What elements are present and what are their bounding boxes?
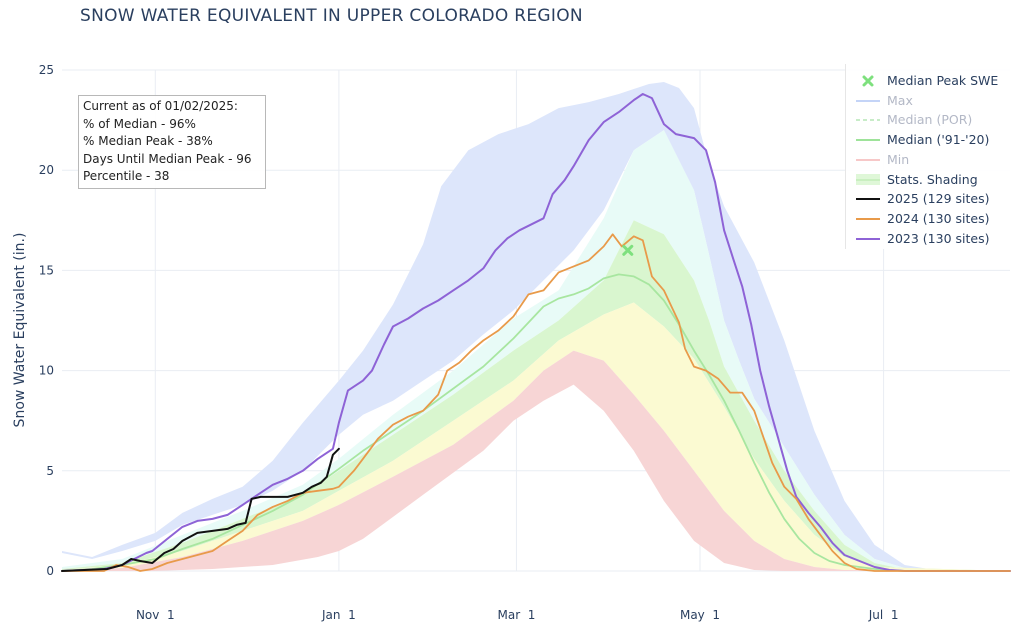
y-tick-label: 10 xyxy=(39,364,54,378)
legend-item-median-peak-swe[interactable]: Median Peak SWE xyxy=(854,71,998,90)
info-line: Percentile - 38 xyxy=(83,169,170,183)
info-line: % Median Peak - 38% xyxy=(83,134,213,148)
y-tick-label: 5 xyxy=(46,464,54,478)
legend-item-2023-130-sites[interactable]: 2023 (130 sites) xyxy=(854,229,989,248)
y-tick-label: 25 xyxy=(39,63,54,77)
info-line: Days Until Median Peak - 96 xyxy=(83,151,252,166)
band-lower-quartile xyxy=(62,302,1010,571)
legend-swatch xyxy=(856,99,880,102)
x-tick-label: May 1 xyxy=(680,608,720,622)
legend-swatch xyxy=(856,139,880,142)
legend-label: 2025 (129 sites) xyxy=(887,191,990,207)
y-axis-ticks: 0 5 10 15 20 25 xyxy=(39,63,54,578)
y-tick-label: 20 xyxy=(39,163,54,177)
median-peak-marker-layer xyxy=(622,244,634,256)
legend-label: 2023 (130 sites) xyxy=(887,230,990,246)
legend-swatch xyxy=(856,237,880,240)
legend-label: Median (POR) xyxy=(887,112,973,128)
x-axis-ticks: Nov 1 Jan 1 Mar 1 May 1 Jul 1 xyxy=(136,608,899,622)
legend-swatch xyxy=(862,75,874,87)
legend-label: Median Peak SWE xyxy=(887,73,999,88)
legend: Median Peak SWE Max Median (POR) Median ('9… xyxy=(845,64,1016,249)
legend-swatch xyxy=(856,217,880,220)
series-2023-130-sites xyxy=(61,93,1011,572)
x-tick-label: Mar 1 xyxy=(497,608,535,622)
x-tick-label: Jan 1 xyxy=(321,608,356,622)
legend-item-2025-129-sites[interactable]: 2025 (129 sites) xyxy=(854,189,989,208)
median-peak-marker xyxy=(622,244,634,256)
legend-swatch xyxy=(856,173,880,185)
legend-swatch xyxy=(856,119,880,122)
y-tick-label: 0 xyxy=(46,564,54,578)
legend-label: Stats. Shading xyxy=(887,171,978,187)
band-max xyxy=(62,82,1010,571)
y-tick-label: 15 xyxy=(39,263,54,277)
legend-item-stats-shading[interactable]: Stats. Shading xyxy=(854,170,978,189)
series-lines xyxy=(61,93,1011,572)
legend-swatch xyxy=(856,198,880,201)
current-status-box: Current as of 01/02/2025: % of Median - … xyxy=(78,95,266,189)
legend-swatch xyxy=(856,158,880,161)
legend-item-2024-130-sites[interactable]: 2024 (130 sites) xyxy=(854,209,989,228)
legend-label: Median ('91-'20) xyxy=(887,132,990,148)
series-median-91-20 xyxy=(61,273,1011,572)
chart-title: SNOW WATER EQUIVALENT IN UPPER COLORADO … xyxy=(80,6,583,26)
legend-item-min[interactable]: Min xyxy=(854,150,909,169)
legend-label: Min xyxy=(887,151,910,167)
y-axis-title: Snow Water Equivalent (in.) xyxy=(12,233,28,428)
legend-item-median-91-20[interactable]: Median ('91-'20) xyxy=(854,130,989,149)
statistics-shading xyxy=(62,82,1010,572)
legend-item-median-por[interactable]: Median (POR) xyxy=(854,110,972,129)
band-min xyxy=(62,350,1010,571)
legend-label: Max xyxy=(887,92,913,108)
legend-label: 2024 (130 sites) xyxy=(887,210,990,226)
series-2024-130-sites xyxy=(61,233,1011,572)
band-median-band xyxy=(62,220,1010,572)
series-2025-129-sites xyxy=(61,447,340,572)
x-tick-label: Jul 1 xyxy=(868,608,899,622)
x-tick-label: Nov 1 xyxy=(136,608,175,622)
info-line: % of Median - 96% xyxy=(83,116,196,131)
legend-item-max[interactable]: Max xyxy=(854,91,913,110)
info-line: Current as of 01/02/2025: xyxy=(83,99,238,113)
